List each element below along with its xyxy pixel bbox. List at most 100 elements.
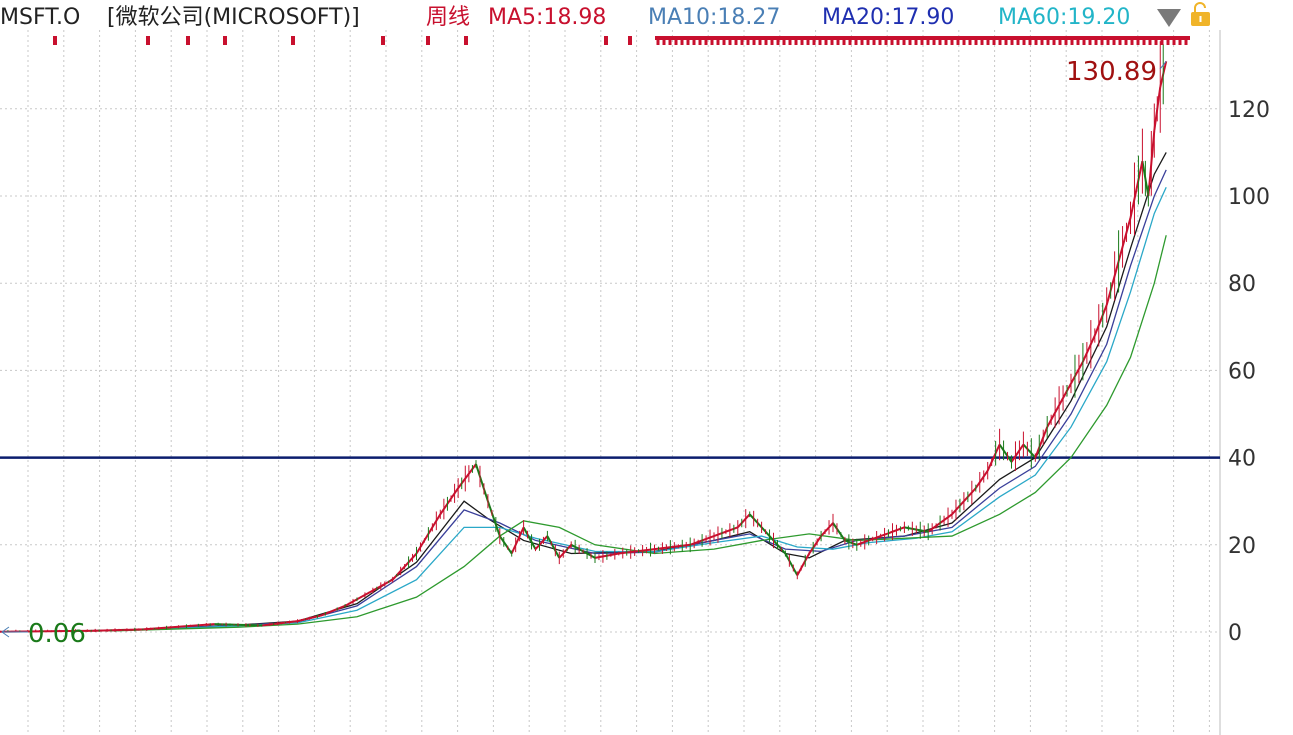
event-marker[interactable] <box>1142 36 1146 45</box>
event-marker[interactable] <box>656 36 660 45</box>
event-marker[interactable] <box>291 36 295 45</box>
event-marker[interactable] <box>464 36 468 45</box>
period-label[interactable]: 周线 <box>426 5 470 30</box>
event-marker[interactable] <box>998 36 1002 45</box>
event-marker[interactable] <box>884 36 888 45</box>
event-marker[interactable] <box>1082 36 1086 45</box>
event-marker[interactable] <box>604 36 608 45</box>
event-marker[interactable] <box>692 36 696 45</box>
event-marker[interactable] <box>704 36 708 45</box>
event-marker[interactable] <box>776 36 780 45</box>
event-marker[interactable] <box>1118 36 1122 45</box>
event-marker[interactable] <box>628 36 632 45</box>
event-marker[interactable] <box>974 36 978 45</box>
event-marker[interactable] <box>788 36 792 45</box>
event-marker[interactable] <box>1058 36 1062 45</box>
event-marker[interactable] <box>1172 36 1176 45</box>
event-marker[interactable] <box>426 36 430 45</box>
event-marker[interactable] <box>1184 36 1188 45</box>
event-marker[interactable] <box>818 36 822 45</box>
event-marker[interactable] <box>950 36 954 45</box>
triangle-down-icon[interactable] <box>1157 9 1181 27</box>
event-marker[interactable] <box>854 36 858 45</box>
event-marker[interactable] <box>980 36 984 45</box>
event-marker[interactable] <box>146 36 150 45</box>
event-marker[interactable] <box>746 36 750 45</box>
event-marker[interactable] <box>926 36 930 45</box>
event-marker[interactable] <box>758 36 762 45</box>
event-marker[interactable] <box>1016 36 1020 45</box>
event-marker[interactable] <box>986 36 990 45</box>
event-marker[interactable] <box>902 36 906 45</box>
event-marker[interactable] <box>1010 36 1014 45</box>
event-marker[interactable] <box>782 36 786 45</box>
event-marker[interactable] <box>1112 36 1116 45</box>
event-marker[interactable] <box>1124 36 1128 45</box>
event-marker[interactable] <box>890 36 894 45</box>
event-marker[interactable] <box>1088 36 1092 45</box>
event-marker[interactable] <box>1148 36 1152 45</box>
event-marker[interactable] <box>938 36 942 45</box>
event-marker[interactable] <box>1166 36 1170 45</box>
event-marker[interactable] <box>1040 36 1044 45</box>
event-marker[interactable] <box>710 36 714 45</box>
event-marker[interactable] <box>1064 36 1068 45</box>
event-marker[interactable] <box>662 36 666 45</box>
event-marker[interactable] <box>728 36 732 45</box>
event-marker[interactable] <box>223 36 227 45</box>
event-marker[interactable] <box>914 36 918 45</box>
event-marker[interactable] <box>1160 36 1164 45</box>
event-marker[interactable] <box>1076 36 1080 45</box>
event-marker[interactable] <box>872 36 876 45</box>
event-marker[interactable] <box>932 36 936 45</box>
event-marker[interactable] <box>1136 36 1140 45</box>
event-marker[interactable] <box>680 36 684 45</box>
event-marker[interactable] <box>674 36 678 45</box>
event-marker[interactable] <box>1004 36 1008 45</box>
event-marker[interactable] <box>920 36 924 45</box>
event-marker[interactable] <box>1154 36 1158 45</box>
event-marker[interactable] <box>860 36 864 45</box>
event-marker[interactable] <box>698 36 702 45</box>
event-marker[interactable] <box>896 36 900 45</box>
event-marker[interactable] <box>764 36 768 45</box>
event-marker[interactable] <box>1028 36 1032 45</box>
event-marker[interactable] <box>794 36 798 45</box>
event-marker[interactable] <box>770 36 774 45</box>
event-marker[interactable] <box>734 36 738 45</box>
event-marker[interactable] <box>944 36 948 45</box>
event-marker[interactable] <box>186 36 190 45</box>
event-marker[interactable] <box>740 36 744 45</box>
event-marker[interactable] <box>806 36 810 45</box>
event-marker[interactable] <box>992 36 996 45</box>
event-marker[interactable] <box>812 36 816 45</box>
event-marker[interactable] <box>1046 36 1050 45</box>
event-marker[interactable] <box>1130 36 1134 45</box>
event-marker[interactable] <box>1034 36 1038 45</box>
event-marker[interactable] <box>686 36 690 45</box>
event-marker[interactable] <box>830 36 834 45</box>
event-marker[interactable] <box>1070 36 1074 45</box>
lock-icon[interactable] <box>1191 2 1210 26</box>
event-marker[interactable] <box>836 36 840 45</box>
event-marker[interactable] <box>878 36 882 45</box>
event-marker[interactable] <box>1100 36 1104 45</box>
event-marker[interactable] <box>968 36 972 45</box>
event-marker[interactable] <box>848 36 852 45</box>
event-marker[interactable] <box>722 36 726 45</box>
event-marker[interactable] <box>381 36 385 45</box>
event-marker[interactable] <box>800 36 804 45</box>
event-marker[interactable] <box>866 36 870 45</box>
event-marker[interactable] <box>1094 36 1098 45</box>
event-marker[interactable] <box>1022 36 1026 45</box>
event-marker[interactable] <box>1052 36 1056 45</box>
event-marker[interactable] <box>668 36 672 45</box>
event-marker[interactable] <box>53 36 57 45</box>
event-marker[interactable] <box>956 36 960 45</box>
event-marker[interactable] <box>752 36 756 45</box>
event-marker[interactable] <box>716 36 720 45</box>
event-marker[interactable] <box>962 36 966 45</box>
event-marker[interactable] <box>824 36 828 45</box>
event-marker[interactable] <box>1178 36 1182 45</box>
event-marker[interactable] <box>908 36 912 45</box>
